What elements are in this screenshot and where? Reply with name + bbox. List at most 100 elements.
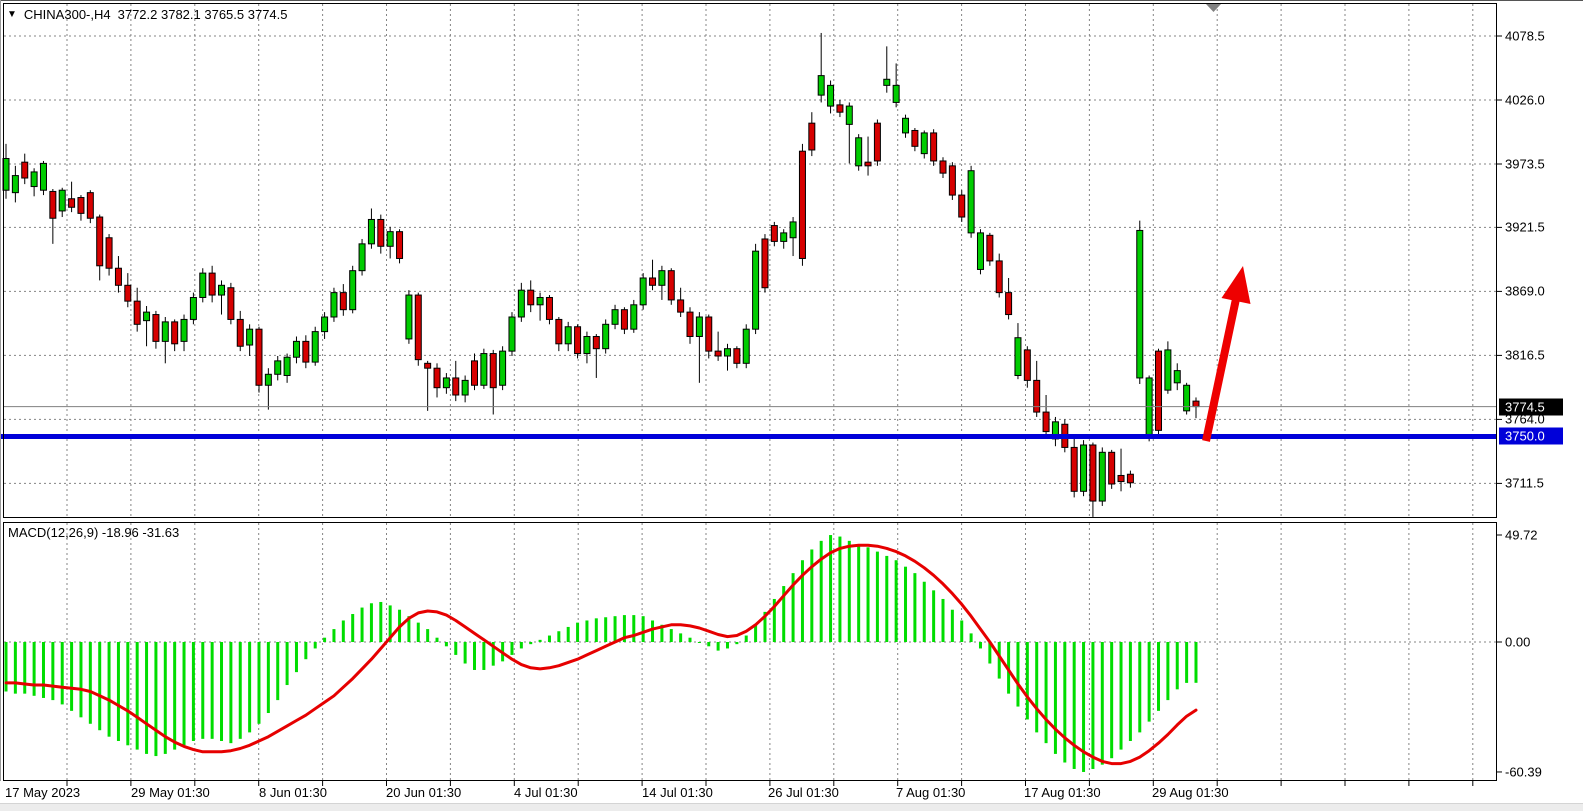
- candle-body: [1126, 473, 1134, 484]
- chart-symbol-period: CHINA300-,H4: [23, 7, 111, 22]
- macd-bar: [978, 642, 982, 649]
- macd-bar: [1147, 642, 1151, 722]
- price-axis-label: 3921.5: [1505, 219, 1545, 235]
- candle-body: [574, 326, 582, 355]
- candle-body: [686, 311, 694, 337]
- arrow-head: [1221, 266, 1251, 304]
- bottom-strip: [0, 803, 1583, 811]
- candle-body: [499, 350, 507, 386]
- candle-body: [86, 192, 94, 219]
- macd-bar: [754, 624, 758, 642]
- candle-body: [695, 316, 703, 337]
- macd-bar: [51, 642, 55, 701]
- candle-body: [508, 316, 516, 352]
- candle-body: [1098, 451, 1106, 502]
- candle-body: [321, 316, 329, 333]
- macd-bar: [716, 642, 720, 651]
- macd-bar: [454, 642, 458, 655]
- candle-body: [1042, 411, 1050, 433]
- macd-bar: [88, 642, 92, 724]
- macd-bar: [444, 642, 448, 647]
- macd-bar: [98, 642, 102, 731]
- macd-bar: [145, 642, 149, 754]
- candle-body: [1183, 384, 1191, 412]
- candle-body: [808, 122, 816, 151]
- macd-bar: [651, 620, 655, 642]
- macd-histogram: [4, 535, 1198, 772]
- macd-bar: [866, 547, 870, 642]
- candle-body: [1023, 349, 1031, 381]
- candle-body: [986, 234, 994, 262]
- candle-body: [330, 292, 338, 318]
- macd-bar: [604, 617, 608, 642]
- candle-body: [246, 328, 254, 346]
- candle-body: [864, 161, 872, 167]
- candle-body: [1033, 379, 1041, 413]
- candle-body: [789, 221, 797, 239]
- macd-bar: [829, 535, 833, 642]
- macd-bar: [697, 642, 701, 643]
- candle-body: [1164, 349, 1172, 391]
- candle-body: [705, 316, 713, 352]
- macd-bar: [1128, 642, 1132, 741]
- macd-bar: [725, 642, 729, 649]
- macd-bar: [1138, 642, 1142, 733]
- candle-body: [433, 367, 441, 389]
- macd-bar: [772, 598, 776, 642]
- macd-bar: [1157, 642, 1161, 711]
- candle-body: [21, 161, 29, 179]
- macd-bar: [819, 540, 823, 642]
- candle-body: [11, 175, 19, 194]
- macd-bar: [220, 642, 224, 741]
- panel-borders: [0, 0, 1583, 781]
- candle-body: [367, 218, 375, 245]
- macd-bar: [1072, 642, 1076, 769]
- candle-body: [1080, 444, 1088, 492]
- candle-body: [967, 170, 975, 234]
- time-axis-label: 29 May 01:30: [131, 785, 210, 800]
- candle-body: [564, 326, 572, 345]
- time-axis-label: 4 Jul 01:30: [514, 785, 578, 800]
- candle-body: [545, 296, 553, 320]
- macd-bar: [800, 560, 804, 642]
- candle-body: [902, 117, 910, 134]
- candle-body: [358, 243, 366, 272]
- candle-body: [883, 78, 891, 86]
- candle-body: [114, 267, 122, 286]
- macd-bar: [969, 633, 973, 642]
- macd-bar: [632, 615, 636, 642]
- chart-shift-marker-icon[interactable]: [1206, 4, 1221, 12]
- macd-bar: [932, 590, 936, 642]
- chart-ohlc-values: 3772.2 3782.1 3765.5 3774.5: [117, 7, 288, 22]
- macd-indicator-label: MACD(12,26,9) -18.96 -31.63: [8, 525, 180, 540]
- time-axis-label: 14 Jul 01:30: [642, 785, 713, 800]
- macd-bar: [407, 616, 411, 642]
- time-axis-label: 8 Jun 01:30: [259, 785, 327, 800]
- candle-body: [386, 231, 394, 247]
- support-level-badge: 3750.0: [1499, 427, 1563, 445]
- candle-body: [920, 132, 928, 155]
- candle-body: [274, 360, 282, 375]
- time-axis-label: 17 Aug 01:30: [1024, 785, 1101, 800]
- macd-axis-label: 0.00: [1505, 634, 1531, 650]
- macd-bar: [810, 549, 814, 642]
- price-axis-label: 3869.0: [1505, 283, 1545, 299]
- candle-body: [658, 270, 666, 286]
- macd-bar: [641, 616, 645, 642]
- price-axis-label: 4078.5: [1505, 28, 1545, 44]
- macd-bar: [1185, 642, 1189, 683]
- candle-body: [218, 284, 226, 296]
- time-axis-label: 20 Jun 01:30: [386, 785, 462, 800]
- macd-bar: [857, 545, 861, 642]
- symbol-dropdown-icon[interactable]: ▼: [7, 8, 17, 20]
- trend-arrow[interactable]: [1202, 266, 1251, 442]
- candle-body: [30, 171, 38, 188]
- macd-bar: [547, 635, 551, 642]
- macd-bar: [426, 629, 430, 642]
- candle-body: [480, 353, 488, 386]
- macd-bar: [23, 642, 27, 694]
- macd-bar: [688, 637, 692, 642]
- macd-bar: [257, 642, 261, 724]
